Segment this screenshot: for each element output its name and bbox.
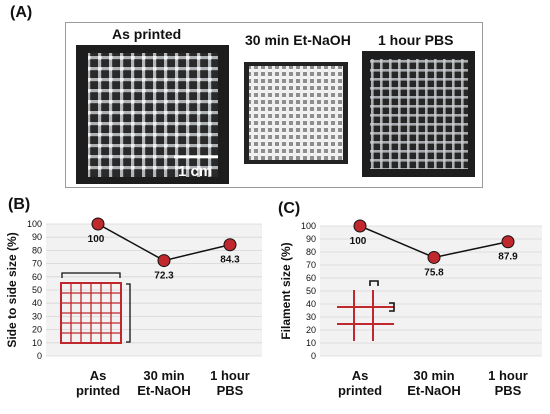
x-category-label: 1 hour xyxy=(210,368,250,383)
y-tick-label: 50 xyxy=(32,285,42,295)
y-tick-label: 0 xyxy=(311,351,316,361)
y-tick-label: 10 xyxy=(32,338,42,348)
photo-et-naoh xyxy=(244,62,348,164)
y-tick-label: 60 xyxy=(306,273,316,283)
filament-schematic-icon xyxy=(337,280,395,341)
y-tick-label: 20 xyxy=(32,325,42,335)
photo-pbs xyxy=(362,51,475,177)
x-category-label: As xyxy=(352,368,369,383)
data-label: 75.8 xyxy=(424,267,444,278)
x-category-label: As xyxy=(90,368,107,383)
y-tick-label: 0 xyxy=(37,351,42,361)
x-category-label: PBS xyxy=(495,383,522,398)
panel-label-a: (A) xyxy=(10,4,33,21)
data-label: 100 xyxy=(350,236,367,247)
y-axis-label: Filament size (%) xyxy=(279,242,293,339)
y-tick-label: 70 xyxy=(306,260,316,270)
x-category-label: 30 min xyxy=(143,368,184,383)
data-point xyxy=(501,235,515,249)
y-tick-label: 30 xyxy=(306,312,316,322)
chart-side-to-side: 0 10 20 30 40 50 60 70 80 90 100 Side to side size … xyxy=(5,217,262,398)
y-tick-label: 20 xyxy=(306,325,316,335)
x-category-label: PBS xyxy=(217,383,244,398)
data-point xyxy=(353,219,367,233)
y-tick-label: 90 xyxy=(306,234,316,244)
y-axis-label: Side to side size (%) xyxy=(5,232,19,347)
data-label: 87.9 xyxy=(498,252,518,263)
scale-bar-label: 1 cm xyxy=(178,163,212,180)
y-tick-label: 10 xyxy=(306,338,316,348)
y-tick-label: 70 xyxy=(32,259,42,269)
photo-label-et-naoh: 30 min Et-NaOH xyxy=(245,32,351,48)
y-tick-label: 80 xyxy=(32,245,42,255)
data-label: 84.3 xyxy=(220,255,240,266)
photo-label-pbs: 1 hour PBS xyxy=(378,32,454,48)
y-tick-label: 40 xyxy=(306,299,316,309)
x-category-label: Et-NaOH xyxy=(407,383,460,398)
y-tick-label: 40 xyxy=(32,298,42,308)
panel-label-b: (B) xyxy=(8,196,31,213)
chart-filament-size: 0 10 20 30 40 50 60 70 80 90 100 Filament size (%) 1… xyxy=(279,219,542,398)
x-category-label: Et-NaOH xyxy=(137,383,190,398)
x-category-label: printed xyxy=(76,383,120,398)
y-tick-label: 90 xyxy=(32,232,42,242)
data-point xyxy=(157,254,171,268)
data-point xyxy=(91,217,105,231)
grid-schematic-icon xyxy=(60,272,131,344)
x-category-label: 1 hour xyxy=(488,368,528,383)
x-category-label: 30 min xyxy=(413,368,454,383)
y-tick-label: 100 xyxy=(27,219,42,229)
y-tick-label: 60 xyxy=(32,272,42,282)
x-category-label: printed xyxy=(338,383,382,398)
photo-label-as-printed: As printed xyxy=(112,26,182,42)
panel-label-c: (C) xyxy=(278,200,301,217)
y-tick-label: 80 xyxy=(306,247,316,257)
data-point xyxy=(427,250,441,264)
y-tick-label: 50 xyxy=(306,286,316,296)
data-label: 100 xyxy=(88,234,105,245)
data-label: 72.3 xyxy=(154,271,174,282)
y-tick-label: 30 xyxy=(32,311,42,321)
scale-bar: 1 cm xyxy=(174,155,218,180)
data-point xyxy=(223,238,237,252)
y-tick-label: 100 xyxy=(301,221,316,231)
